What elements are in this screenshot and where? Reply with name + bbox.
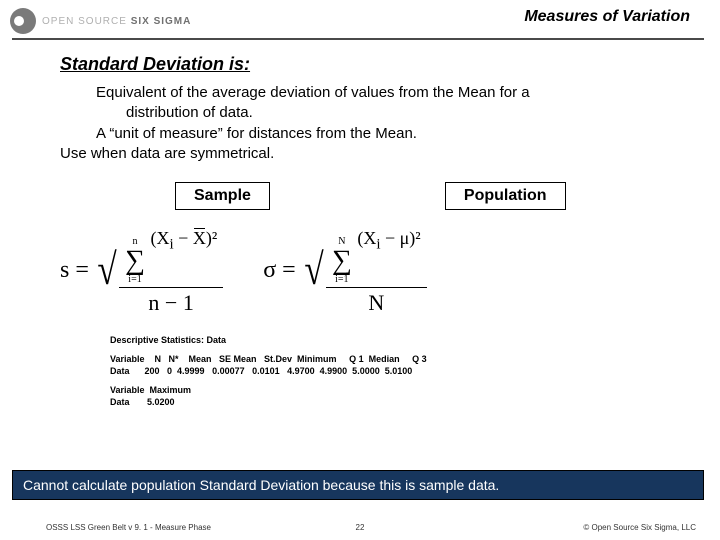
logo-icon [10, 8, 36, 34]
header-divider [12, 38, 704, 40]
section-title: Standard Deviation is: [60, 54, 690, 75]
footer-left: OSSS LSS Green Belt v 9. 1 - Measure Pha… [46, 523, 211, 532]
logo-text: OPEN SOURCE SIX SIGMA [42, 16, 191, 27]
body-line-3: Use when data are symmetrical. [60, 144, 690, 164]
formula-labels: Sample Population [60, 182, 690, 210]
sqrt-icon: √ n ∑ i=1 (Xi − X)² n − 1 [95, 224, 223, 316]
body-line-1b: distribution of data. [126, 103, 690, 123]
stats-header-row-2: Variable Maximum [110, 384, 690, 397]
formula-sample-lhs: s = [60, 257, 89, 284]
formula-sample-denom: n − 1 [148, 288, 193, 316]
stats-header-row: Variable N N* Mean SE Mean St.Dev Minimu… [110, 353, 690, 366]
stats-data-row: Data 200 0 4.9999 0.00077 0.0101 4.9700 … [110, 365, 690, 378]
footer-page-number: 22 [356, 523, 365, 532]
callout-box: Cannot calculate population Standard Dev… [12, 470, 704, 500]
label-population: Population [445, 182, 566, 210]
sqrt-icon: √ N ∑ i=1 (Xi − μ)² N [302, 224, 427, 316]
formula-pop-lhs: σ = [263, 257, 295, 284]
formula-pop-denom: N [368, 288, 384, 316]
stats-title: Descriptive Statistics: Data [110, 334, 690, 347]
formula-population: σ = √ N ∑ i=1 (Xi − μ)² N [263, 224, 426, 316]
logo-text-light: OPEN SOURCE [42, 16, 127, 27]
body-line-1a: Equivalent of the average deviation of v… [96, 83, 690, 103]
page-title: Measures of Variation [524, 8, 690, 26]
body-line-2: A “unit of measure” for distances from t… [96, 124, 690, 144]
content-area: Standard Deviation is: Equivalent of the… [0, 40, 720, 409]
formula-sample: s = √ n ∑ i=1 (Xi − X)² n − 1 [60, 224, 223, 316]
footer: OSSS LSS Green Belt v 9. 1 - Measure Pha… [0, 523, 720, 532]
logo-text-bold: SIX SIGMA [131, 16, 192, 27]
stats-data-row-2: Data 5.0200 [110, 396, 690, 409]
sigma-icon: N ∑ i=1 [332, 237, 352, 285]
footer-right: © Open Source Six Sigma, LLC [583, 523, 696, 532]
body-text: Equivalent of the average deviation of v… [96, 83, 690, 164]
sigma-icon: n ∑ i=1 [125, 237, 145, 285]
formulas-row: s = √ n ∑ i=1 (Xi − X)² n − 1 [60, 224, 690, 316]
stats-block: Descriptive Statistics: Data Variable N … [110, 334, 690, 409]
label-sample: Sample [175, 182, 270, 210]
slide-header: OPEN SOURCE SIX SIGMA Measures of Variat… [0, 0, 720, 40]
